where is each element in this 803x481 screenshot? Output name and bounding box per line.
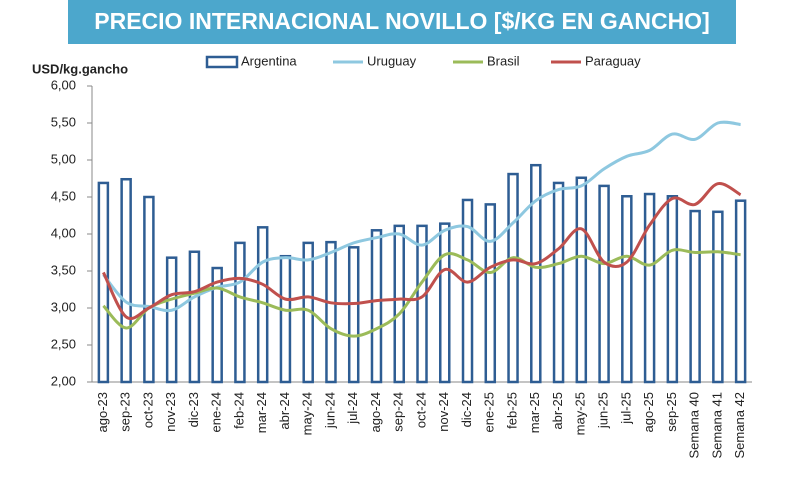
x-tick-label: jun-25 <box>596 392 611 429</box>
bar <box>598 184 610 384</box>
x-tick-label: ene-24 <box>209 392 224 432</box>
bar <box>143 195 155 384</box>
x-tick-label: sep-25 <box>664 392 679 432</box>
bar <box>325 240 337 384</box>
bar <box>416 224 428 384</box>
bar <box>734 199 747 384</box>
legend-label: Uruguay <box>367 53 417 68</box>
x-tick-label: feb-24 <box>231 392 246 429</box>
bar <box>393 224 405 384</box>
x-tick-label: sep-24 <box>391 392 406 432</box>
chart-title: PRECIO INTERNACIONAL NOVILLO [$/KG EN GA… <box>94 8 710 34</box>
bar <box>621 195 633 384</box>
x-tick-label: Semana 42 <box>732 392 747 459</box>
x-tick-label: feb-25 <box>504 392 519 429</box>
y-tick-label: 5,50 <box>51 114 76 129</box>
x-tick-label: abr-25 <box>550 392 565 430</box>
x-tick-label: Semana 40 <box>687 392 702 459</box>
y-tick-label: 2,00 <box>51 373 76 388</box>
x-tick-label: may-25 <box>573 392 588 435</box>
y-tick-label: 6,00 <box>51 77 76 92</box>
bar <box>712 210 724 384</box>
bar <box>120 177 132 384</box>
bar <box>347 246 360 384</box>
legend-label: Paraguay <box>585 53 641 68</box>
y-tick-label: 4,50 <box>51 188 76 203</box>
x-tick-label: ene-25 <box>482 392 497 432</box>
bar <box>507 172 519 384</box>
x-tick-label: ago-25 <box>641 392 656 432</box>
legend-swatch <box>205 55 239 69</box>
bar <box>439 222 451 384</box>
y-tick-label: 3,50 <box>51 262 76 277</box>
x-tick-label: dic-24 <box>459 392 474 427</box>
bar <box>461 198 474 384</box>
x-tick-label: jul-24 <box>345 392 360 425</box>
y-tick-label: 5,00 <box>51 151 76 166</box>
x-tick-label: jun-24 <box>322 392 337 429</box>
x-tick-label: mar-24 <box>254 392 269 433</box>
x-tick-label: oct-24 <box>413 392 428 428</box>
bar <box>165 256 178 384</box>
bar <box>552 181 565 384</box>
bar <box>370 229 383 384</box>
bar <box>188 250 201 384</box>
x-tick-label: ago-23 <box>95 392 110 432</box>
x-tick-label: oct-23 <box>140 392 155 428</box>
bar <box>575 176 588 384</box>
legend-label: Argentina <box>241 53 297 68</box>
title-banner <box>68 0 736 44</box>
x-tick-label: sep-23 <box>118 392 133 432</box>
x-tick-label: abr-24 <box>277 392 292 430</box>
y-axis-label: USD/kg.gancho <box>32 61 128 76</box>
y-tick-label: 2,50 <box>51 336 76 351</box>
x-tick-label: jul-25 <box>618 392 633 425</box>
x-tick-label: Semana 41 <box>709 392 724 459</box>
x-tick-label: mar-25 <box>527 392 542 433</box>
y-tick-label: 3,00 <box>51 299 76 314</box>
x-tick-label: ago-24 <box>368 392 383 432</box>
bar <box>530 163 542 384</box>
y-tick-label: 4,00 <box>51 225 76 240</box>
bar <box>689 209 701 384</box>
x-tick-label: dic-23 <box>186 392 201 427</box>
line <box>102 248 741 338</box>
legend-label: Brasil <box>487 53 520 68</box>
x-tick-label: nov-23 <box>163 392 178 432</box>
bar <box>211 266 223 384</box>
bar <box>279 254 292 384</box>
x-tick-label: nov-24 <box>436 392 451 432</box>
bar <box>234 241 246 384</box>
bar <box>643 192 656 384</box>
line <box>102 182 742 321</box>
bar <box>666 195 679 384</box>
x-tick-label: may-24 <box>300 392 315 435</box>
bar <box>484 203 497 384</box>
